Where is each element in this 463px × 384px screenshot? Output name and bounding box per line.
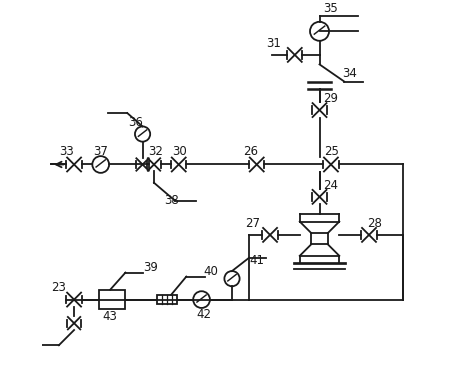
Text: 30: 30	[172, 146, 187, 159]
Text: 41: 41	[249, 254, 263, 267]
Text: 29: 29	[322, 92, 337, 105]
Text: 40: 40	[203, 265, 218, 278]
Text: 43: 43	[103, 310, 118, 323]
Text: 33: 33	[59, 145, 74, 158]
Bar	[157, 295, 177, 305]
Text: 28: 28	[367, 217, 382, 230]
Text: 25: 25	[324, 146, 338, 159]
Bar	[99, 290, 125, 310]
Text: 31: 31	[266, 37, 281, 50]
Text: 36: 36	[128, 116, 143, 129]
Text: 27: 27	[245, 217, 260, 230]
Text: 23: 23	[50, 281, 65, 294]
Text: 42: 42	[195, 308, 211, 321]
Text: 35: 35	[323, 2, 338, 15]
Text: 34: 34	[342, 68, 357, 80]
Text: 26: 26	[242, 146, 257, 159]
Text: 37: 37	[93, 145, 108, 158]
Text: 24: 24	[322, 179, 337, 192]
Text: 38: 38	[163, 194, 178, 207]
Text: 32: 32	[148, 146, 163, 159]
Text: 39: 39	[143, 261, 157, 274]
